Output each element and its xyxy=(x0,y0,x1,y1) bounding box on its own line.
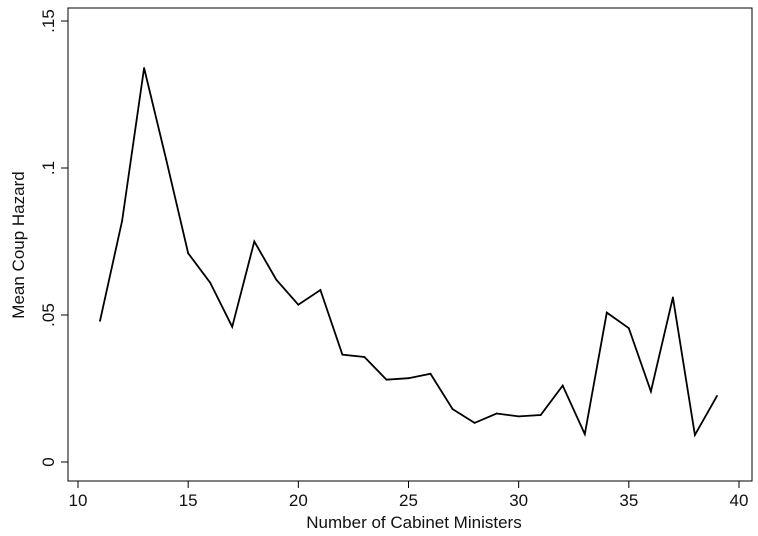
data-point xyxy=(363,356,366,358)
data-point xyxy=(561,384,564,387)
data-point xyxy=(275,278,278,281)
y-tick-label: .15 xyxy=(39,9,58,33)
data-point xyxy=(253,240,256,243)
data-point xyxy=(121,220,123,222)
data-point xyxy=(99,319,101,322)
y-tick-label: .1 xyxy=(39,161,58,175)
data-point xyxy=(143,67,146,69)
data-point xyxy=(694,434,696,436)
data-point xyxy=(495,412,498,415)
data-point xyxy=(627,327,630,330)
data-point xyxy=(231,325,234,328)
data-point xyxy=(605,311,608,314)
data-point xyxy=(407,377,410,380)
x-tick-label: 30 xyxy=(509,491,528,510)
x-axis-title: Number of Cabinet Ministers xyxy=(306,513,521,532)
data-point xyxy=(473,421,476,424)
data-point xyxy=(539,414,542,416)
x-tick-label: 10 xyxy=(69,491,88,510)
x-tick-label: 20 xyxy=(289,491,308,510)
data-point xyxy=(385,378,388,381)
x-tick-label: 40 xyxy=(730,491,749,510)
y-tick-label: 0 xyxy=(39,457,58,466)
data-point xyxy=(672,296,674,299)
x-tick-label: 25 xyxy=(399,491,418,510)
y-axis-title: Mean Coup Hazard xyxy=(9,171,28,318)
data-point xyxy=(517,415,520,418)
x-tick-label: 35 xyxy=(619,491,638,510)
data-point xyxy=(187,252,190,255)
data-points xyxy=(99,67,718,436)
y-tick-label: .05 xyxy=(39,303,58,327)
data-point xyxy=(649,390,652,393)
data-point xyxy=(429,372,432,375)
data-point xyxy=(319,289,322,291)
data-point xyxy=(341,353,344,356)
series-line xyxy=(99,67,718,438)
data-point xyxy=(165,158,168,161)
data-point xyxy=(451,408,454,410)
data-point xyxy=(583,433,586,435)
data-point xyxy=(209,281,212,284)
data-point xyxy=(297,303,300,306)
y-axis-ticks: 0 .05 .1 .15 xyxy=(39,9,68,467)
plot-frame xyxy=(67,7,753,482)
data-point xyxy=(716,394,718,397)
x-tick-label: 15 xyxy=(179,491,198,510)
x-axis-ticks: 10 15 20 25 30 35 40 xyxy=(69,481,749,510)
